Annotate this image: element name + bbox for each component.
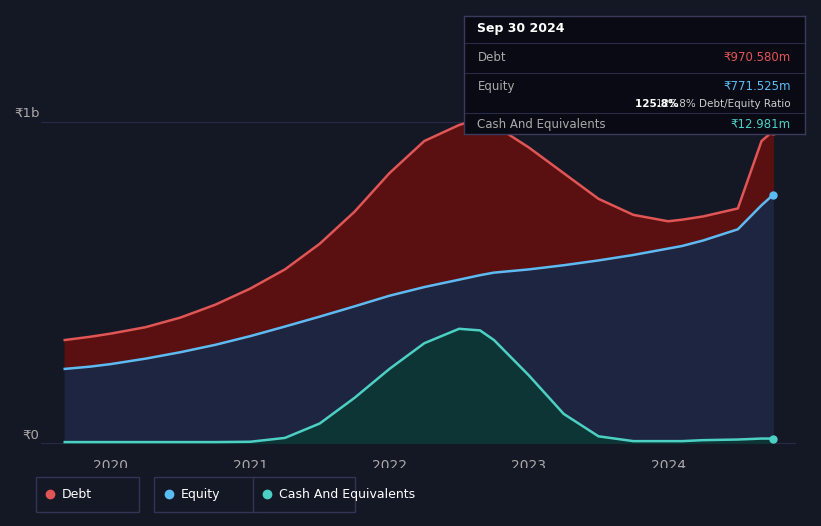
Text: ₹1b: ₹1b [14, 107, 39, 120]
FancyBboxPatch shape [253, 478, 355, 511]
Text: Debt: Debt [478, 52, 506, 64]
Text: ₹970.580m: ₹970.580m [723, 52, 791, 64]
Text: Equity: Equity [478, 80, 515, 93]
Text: 125.8% Debt/Equity Ratio: 125.8% Debt/Equity Ratio [656, 99, 791, 109]
Text: Debt: Debt [62, 488, 92, 501]
Text: Sep 30 2024: Sep 30 2024 [478, 22, 565, 35]
Text: ₹0: ₹0 [23, 429, 39, 442]
FancyBboxPatch shape [154, 478, 257, 511]
Text: ₹12.981m: ₹12.981m [731, 118, 791, 130]
Text: Equity: Equity [181, 488, 220, 501]
Text: Cash And Equivalents: Cash And Equivalents [478, 118, 606, 130]
FancyBboxPatch shape [36, 478, 139, 511]
Text: ₹771.525m: ₹771.525m [723, 80, 791, 93]
Text: Cash And Equivalents: Cash And Equivalents [279, 488, 415, 501]
Text: 125.8%: 125.8% [635, 99, 791, 109]
